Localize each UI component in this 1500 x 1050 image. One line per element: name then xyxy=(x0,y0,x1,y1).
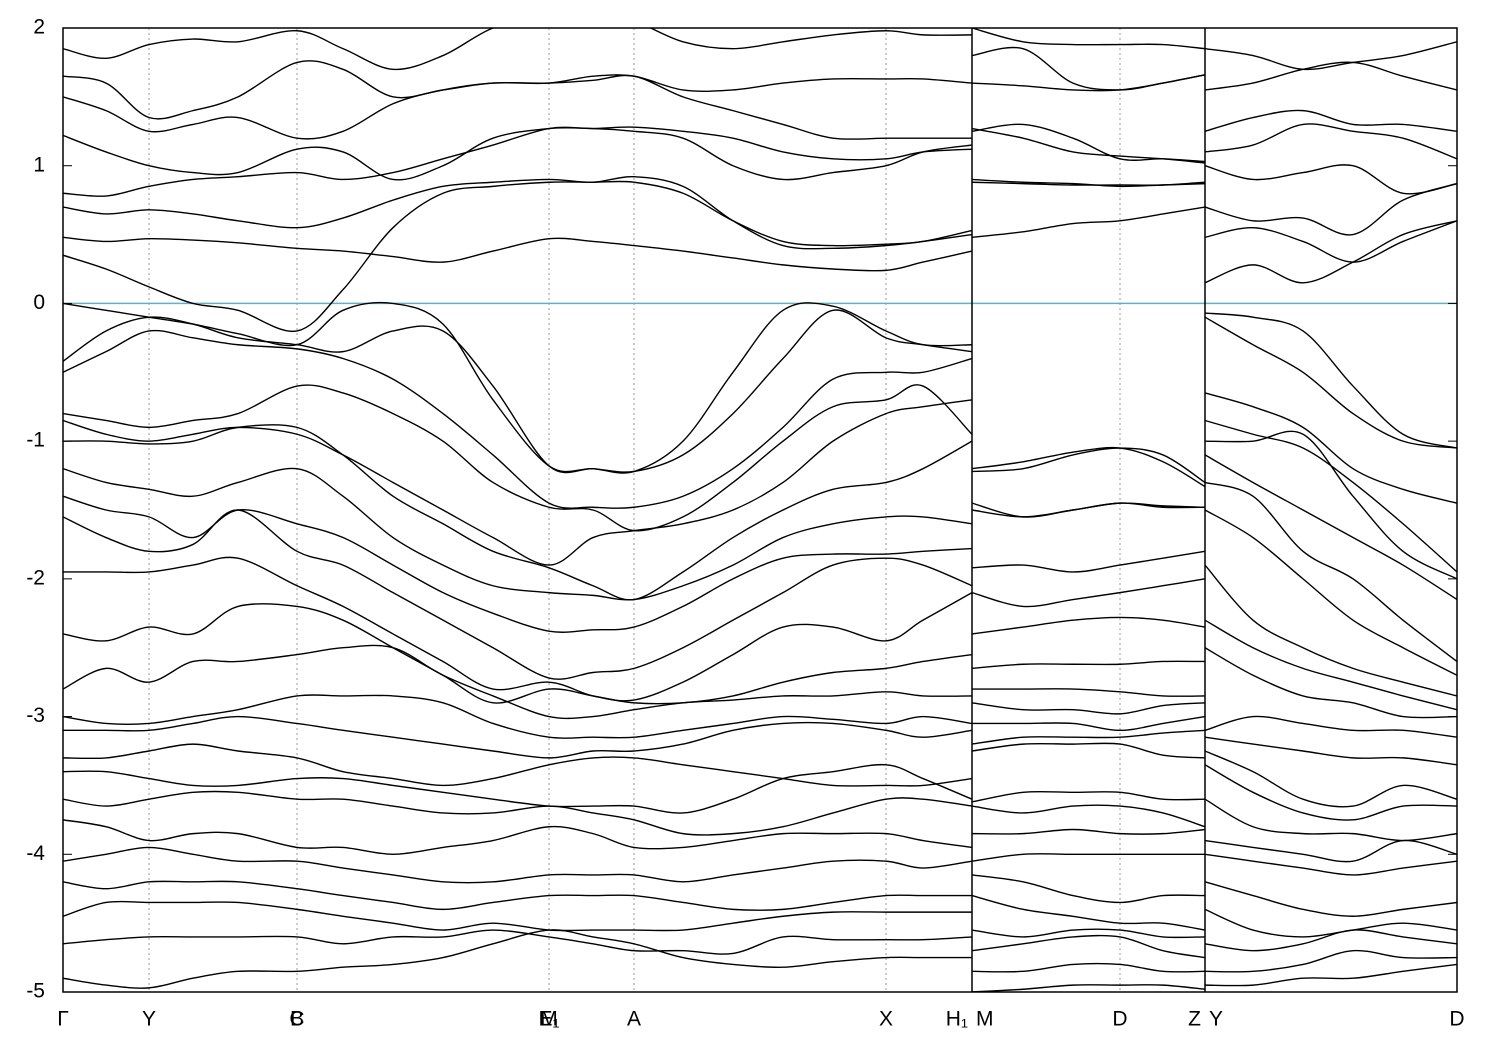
grid-layer xyxy=(148,28,1121,992)
band-line xyxy=(63,509,1457,697)
x-tick-label: D xyxy=(1449,1008,1464,1031)
band-line xyxy=(63,743,1457,828)
x-tick-label: Y xyxy=(142,1008,156,1031)
y-tick-label: 0 xyxy=(33,291,45,314)
band-line xyxy=(63,846,1457,931)
y-tick-label: -3 xyxy=(26,704,45,727)
band-line xyxy=(63,309,1457,484)
y-tick-label: 2 xyxy=(33,16,45,39)
band-line xyxy=(63,790,1457,863)
band-line xyxy=(63,180,1457,333)
band-layer xyxy=(63,28,1457,992)
band-line xyxy=(63,467,1457,663)
axis-layer: 210-1-2-3-4-5Γ Y CB ME₁ A X H₁ M D Z Y D xyxy=(26,16,1464,1031)
band-line xyxy=(63,880,1457,939)
x-tick-label: Z xyxy=(1188,1008,1201,1031)
band-line xyxy=(63,644,1457,745)
band-line xyxy=(63,399,1457,580)
x-tick-label: D xyxy=(1112,1008,1127,1031)
x-tick-label: H₁ xyxy=(946,1008,968,1031)
x-tick-label: M xyxy=(540,1008,558,1031)
band-line xyxy=(63,900,1457,959)
band-line xyxy=(63,126,1457,197)
x-tick-label: X xyxy=(879,1008,893,1031)
x-tick-label: A xyxy=(627,1008,641,1031)
x-tick-label: B xyxy=(290,1008,304,1031)
band-line xyxy=(63,929,1457,992)
band-line xyxy=(63,28,1457,71)
x-tick-label: M xyxy=(976,1008,994,1031)
x-tick-label: Y xyxy=(1209,1008,1223,1031)
band-line xyxy=(63,819,1457,904)
band-line xyxy=(63,301,1457,488)
band-line xyxy=(63,384,1457,573)
band-line xyxy=(63,424,1457,608)
band-line xyxy=(63,556,1457,715)
y-tick-label: -4 xyxy=(26,842,45,865)
band-line xyxy=(63,603,1457,732)
y-tick-label: -5 xyxy=(26,980,45,1003)
y-tick-label: -1 xyxy=(26,429,45,452)
band-line xyxy=(63,694,1457,766)
band-line xyxy=(63,74,1457,140)
band-line xyxy=(63,715,1457,808)
x-tick-label: Γ xyxy=(57,1008,69,1031)
band-line xyxy=(63,929,1457,973)
x-tick-label: E₁ xyxy=(538,1008,559,1031)
x-tick-label: C xyxy=(289,1008,304,1031)
y-tick-label: -2 xyxy=(26,566,45,589)
y-tick-label: 1 xyxy=(33,153,45,176)
plot-frame xyxy=(62,27,1458,993)
band-line xyxy=(63,206,1457,272)
band-line xyxy=(63,495,1457,676)
